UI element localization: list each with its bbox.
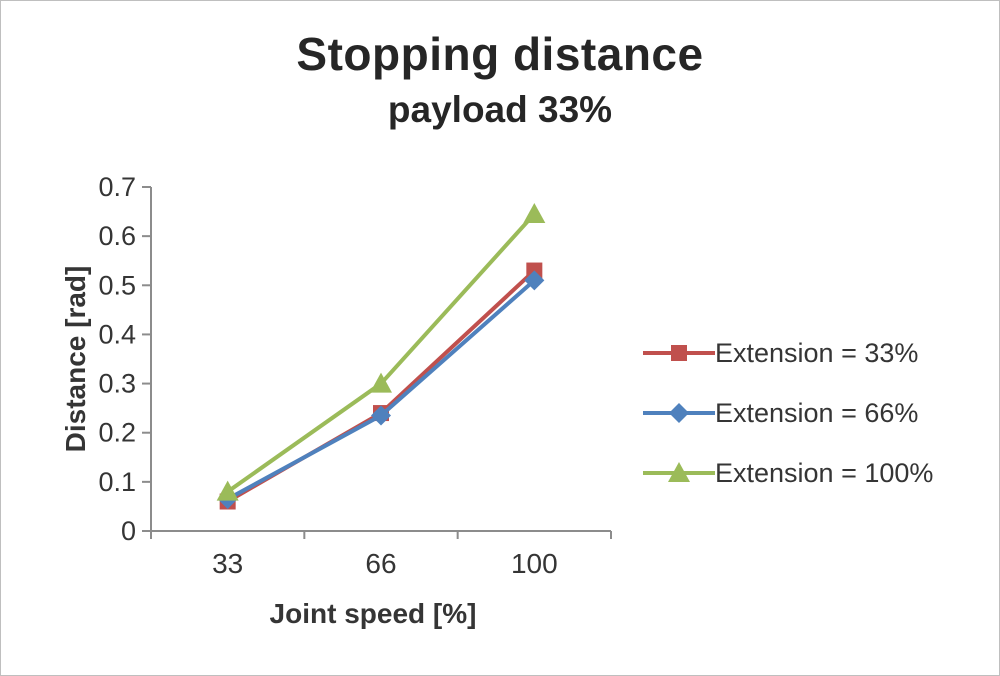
y-tick-label: 0.7 <box>98 172 136 202</box>
y-tick-label: 0.4 <box>98 319 136 349</box>
legend-square-marker-icon <box>671 345 687 361</box>
legend-diamond-marker-icon <box>669 403 689 423</box>
chart-legend: Extension = 33% Extension = 66% Extension … <box>643 323 993 503</box>
series-line <box>226 212 536 494</box>
legend-label: Extension = 33% <box>715 337 919 368</box>
triangle-data-point-icon <box>523 203 546 224</box>
legend-label: Extension = 66% <box>715 397 919 428</box>
x-tick-label: 100 <box>511 548 558 579</box>
y-tick-label: 0.3 <box>98 369 136 399</box>
x-tick-label: 66 <box>365 548 396 579</box>
line-chart-plot-area: Distance [rad] Joint speed [%] 0 0.1 0.2 0.… <box>60 172 612 629</box>
y-axis-title: Distance [rad] <box>60 266 91 453</box>
y-tick-label: 0.2 <box>98 418 136 448</box>
diamond-data-point-icon <box>371 405 391 426</box>
x-axis-title: Joint speed [%] <box>270 598 477 629</box>
legend-label: Extension = 100% <box>715 457 934 488</box>
legend-item: Extension = 100% <box>643 443 993 503</box>
legend-diamond-icon <box>643 403 715 423</box>
legend-item: Extension = 66% <box>643 383 993 443</box>
legend-triangle-marker-icon <box>668 462 690 482</box>
chart-subtitle: payload 33% <box>387 89 613 130</box>
triangle-data-point-icon <box>216 480 239 501</box>
legend-triangle-icon <box>643 462 715 482</box>
diamond-data-point-icon <box>524 270 545 291</box>
chart-title: Stopping distance <box>296 28 704 80</box>
y-tick-label: 0 <box>121 516 136 546</box>
legend-item: Extension = 33% <box>643 323 993 383</box>
legend-square-icon <box>643 345 715 361</box>
triangle-data-point-icon <box>370 372 392 393</box>
x-tick-label: 33 <box>212 548 243 579</box>
y-tick-label: 0.6 <box>98 221 136 251</box>
y-tick-label: 0.1 <box>98 467 136 497</box>
y-tick-label: 0.5 <box>98 270 136 300</box>
